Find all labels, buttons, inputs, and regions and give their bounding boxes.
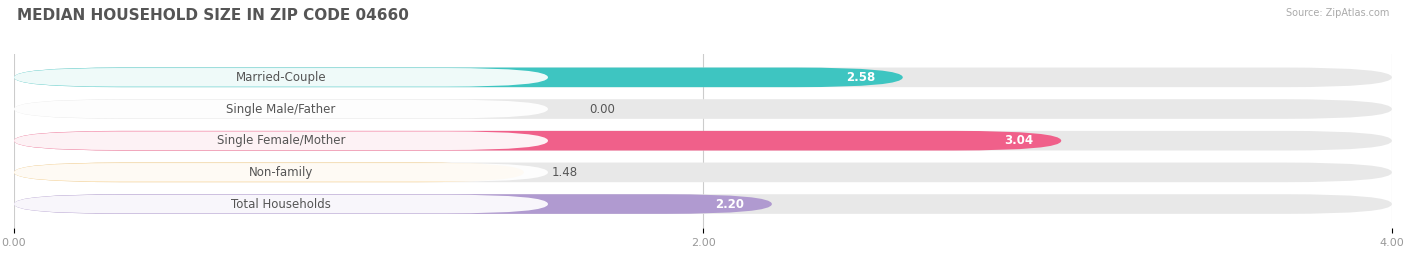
Text: Married-Couple: Married-Couple [236, 71, 326, 84]
FancyBboxPatch shape [14, 68, 903, 87]
Text: Source: ZipAtlas.com: Source: ZipAtlas.com [1285, 8, 1389, 18]
Text: 2.58: 2.58 [846, 71, 875, 84]
FancyBboxPatch shape [14, 131, 548, 150]
Text: 3.04: 3.04 [1004, 134, 1033, 147]
Text: Non-family: Non-family [249, 166, 314, 179]
FancyBboxPatch shape [14, 131, 1392, 151]
FancyBboxPatch shape [14, 194, 1392, 214]
FancyBboxPatch shape [14, 99, 1392, 119]
Text: Total Households: Total Households [231, 198, 330, 211]
Text: MEDIAN HOUSEHOLD SIZE IN ZIP CODE 04660: MEDIAN HOUSEHOLD SIZE IN ZIP CODE 04660 [17, 8, 409, 23]
FancyBboxPatch shape [14, 163, 1392, 182]
Text: Single Female/Mother: Single Female/Mother [217, 134, 346, 147]
FancyBboxPatch shape [14, 163, 548, 182]
Text: Single Male/Father: Single Male/Father [226, 103, 336, 116]
FancyBboxPatch shape [14, 194, 772, 214]
FancyBboxPatch shape [14, 163, 524, 182]
Text: 2.20: 2.20 [716, 198, 744, 211]
FancyBboxPatch shape [14, 131, 1062, 151]
Text: 0.00: 0.00 [589, 103, 616, 116]
FancyBboxPatch shape [14, 195, 548, 213]
Text: 1.48: 1.48 [551, 166, 578, 179]
FancyBboxPatch shape [14, 100, 548, 118]
FancyBboxPatch shape [14, 68, 548, 87]
FancyBboxPatch shape [14, 68, 1392, 87]
